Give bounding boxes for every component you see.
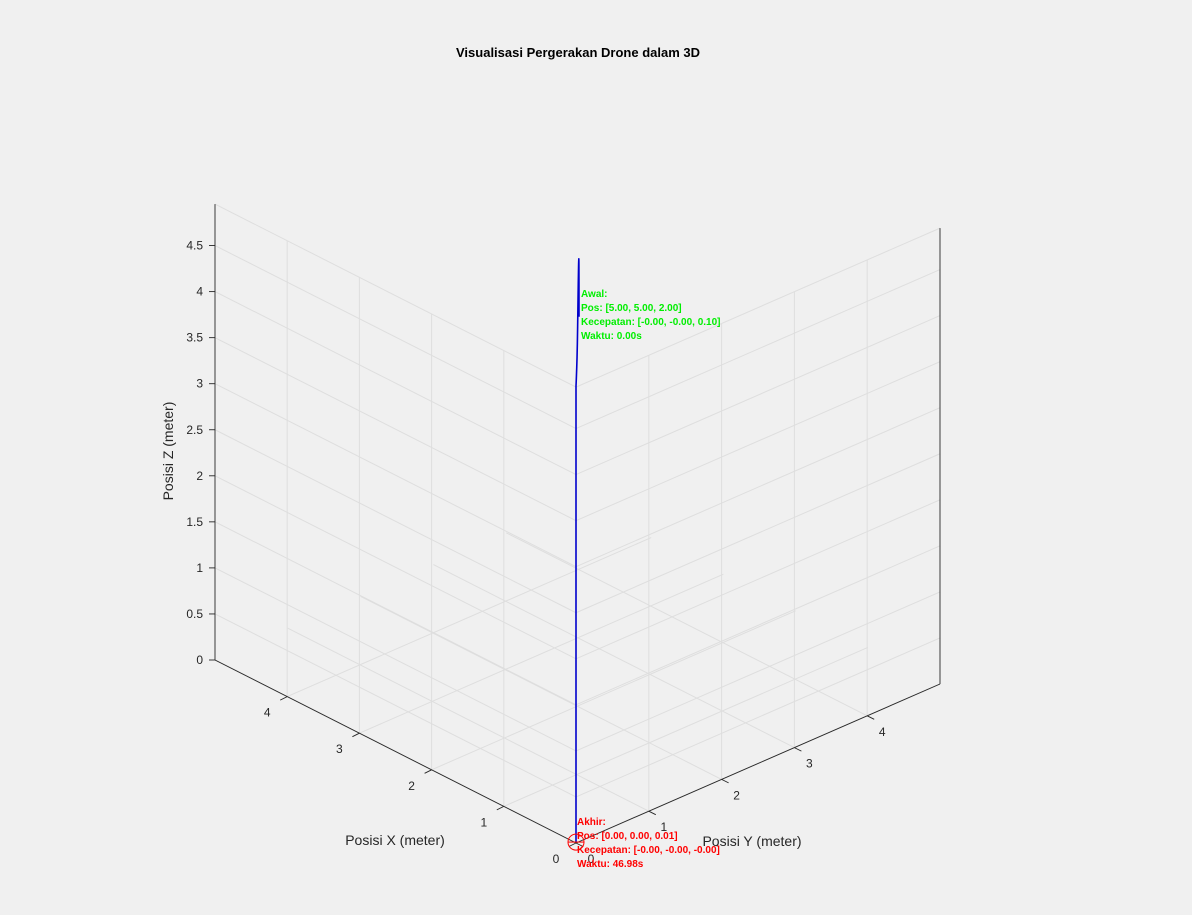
grid-line: [214, 521, 577, 706]
start-annotation-line: Kecepatan: [-0.00, -0.00, 0.10]: [581, 317, 721, 328]
grid-line: [214, 567, 577, 752]
tick-labels: 0 0.5 1 1.5 2 2.5 3 3.5 4 4.5 0 1 2 3 4 0 1 2 3 4: [186, 239, 886, 866]
grid-line: [575, 637, 941, 798]
grid-line: [287, 627, 650, 812]
z-axis-label: Posisi Z (meter): [160, 402, 176, 501]
y-tick-label: 3: [806, 757, 813, 771]
grid-line: [433, 564, 795, 749]
y-tick-label: 4: [879, 725, 886, 739]
grid-line: [214, 291, 577, 476]
grid-line: [214, 203, 577, 388]
start-annotation-line: Waktu: 0.00s: [581, 331, 642, 342]
z-tick-label: 2.5: [186, 423, 203, 437]
z-tick-label: 4.5: [186, 239, 203, 253]
grid-line: [575, 453, 941, 614]
start-annotation-line: Awal:: [581, 289, 608, 300]
grid-line: [575, 315, 941, 476]
y-tick-mark: [648, 810, 657, 816]
z-tick-label: 4: [196, 285, 203, 299]
axes: [209, 204, 941, 847]
x-tick-mark: [568, 842, 577, 847]
z-tick-label: 1.5: [186, 515, 203, 529]
x-tick-mark: [424, 769, 432, 774]
z-tick-label: 0: [196, 653, 203, 667]
grid-line: [505, 532, 868, 717]
trajectory-series: [575, 257, 580, 843]
grid-line: [575, 269, 941, 430]
x-tick-label: 2: [408, 779, 415, 793]
end-annotation-line: Akhir:: [577, 817, 606, 828]
grid-line: [214, 429, 577, 614]
y-tick-mark: [866, 715, 875, 720]
grid-line: [575, 499, 941, 660]
x-tick-mark: [496, 805, 505, 811]
grid-line: [575, 227, 941, 388]
x-tick-label: 1: [480, 815, 487, 829]
grid-line: [214, 383, 577, 568]
y-axis-line: [575, 683, 941, 844]
y-tick-label: 0: [588, 852, 595, 866]
z-tick-label: 2: [196, 469, 203, 483]
y-tick-mark: [575, 842, 584, 847]
annotations: Awal: Pos: [5.00, 5.00, 2.00] Kecepatan: […: [567, 289, 721, 870]
grid-line: [214, 245, 577, 429]
y-tick-label: 1: [660, 820, 667, 834]
grid-line: [359, 573, 724, 734]
grid-line: [214, 613, 577, 798]
z-tick-label: 3.5: [186, 331, 203, 345]
grid-line: [431, 610, 796, 771]
y-tick-mark: [794, 747, 802, 752]
end-annotation-line: Waktu: 46.98s: [577, 859, 644, 870]
x-tick-label: 3: [336, 742, 343, 756]
end-annotation-line: Kecepatan: [-0.00, -0.00, -0.00]: [577, 845, 720, 856]
y-axis-label: Posisi Y (meter): [702, 833, 801, 849]
y-tick-mark: [721, 778, 729, 784]
grid-line: [575, 361, 941, 522]
grid-line: [214, 475, 577, 660]
x-tick-mark: [352, 732, 360, 738]
grid-line: [503, 646, 869, 807]
start-annotation-line: Pos: [5.00, 5.00, 2.00]: [581, 303, 682, 314]
z-tick-label: 0.5: [186, 607, 203, 621]
z-tick-label: 1: [196, 561, 203, 575]
grid-line: [214, 337, 577, 522]
x-axis-label: Posisi X (meter): [345, 832, 445, 848]
x-tick-label: 4: [264, 706, 271, 720]
x-tick-mark: [279, 696, 288, 701]
trajectory-line: [575, 257, 580, 843]
grid-line: [286, 537, 652, 698]
grid-line: [575, 407, 941, 568]
z-tick-label: 3: [196, 377, 203, 391]
grid-line: [575, 591, 941, 752]
end-annotation-line: Pos: [0.00, 0.00, 0.01]: [577, 831, 678, 842]
grid-line: [575, 545, 941, 706]
x-axis-line: [214, 659, 577, 844]
y-tick-label: 2: [733, 788, 740, 802]
x-tick-label: 0: [553, 852, 560, 866]
chart-title: Visualisasi Pergerakan Drone dalam 3D: [456, 45, 700, 60]
grid-line: [360, 595, 722, 780]
